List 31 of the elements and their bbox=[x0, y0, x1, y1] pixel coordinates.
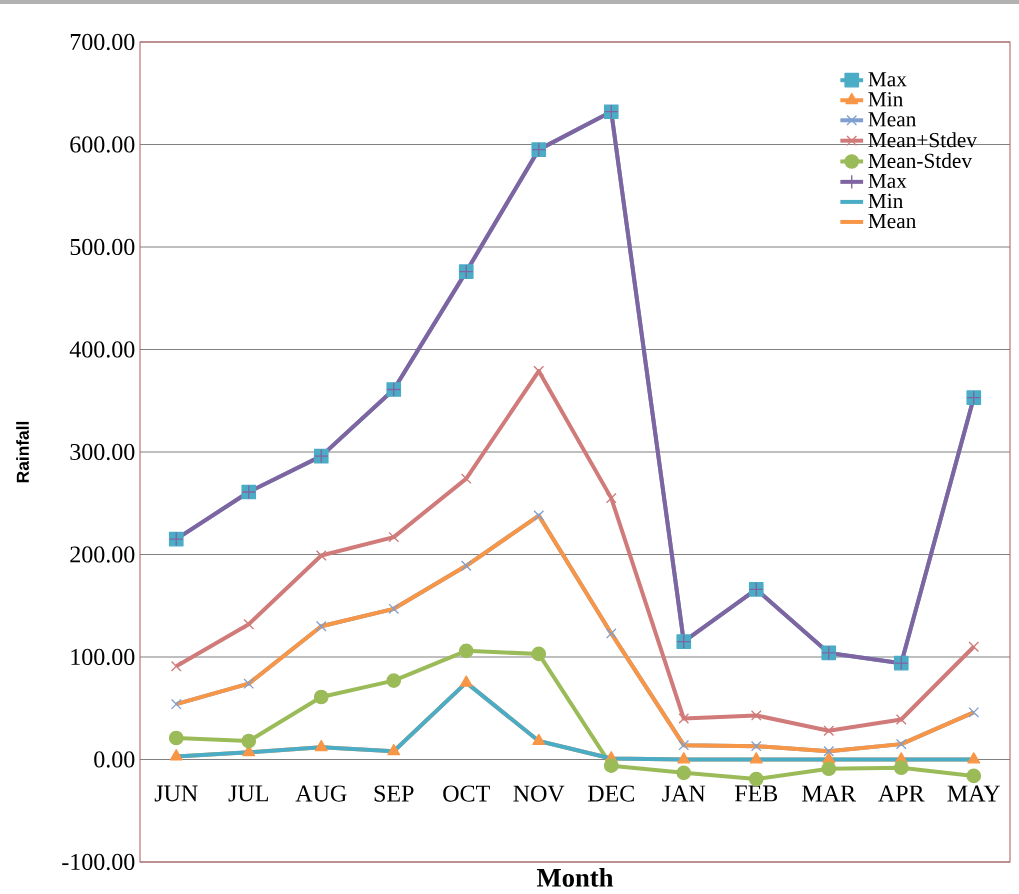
x-tick-label: JAN bbox=[662, 785, 706, 802]
x-tick-label: MAR bbox=[802, 785, 857, 802]
y-tick-label: 500.00 bbox=[70, 238, 135, 256]
legend-label: Mean bbox=[868, 213, 917, 229]
x-tick-label: SEP bbox=[374, 785, 414, 802]
y-tick-label: 0.00 bbox=[94, 751, 135, 768]
x-tick-label: FEB bbox=[734, 785, 778, 802]
legend-label: Max bbox=[868, 173, 907, 189]
y-axis-title: Rainfall bbox=[16, 421, 29, 483]
legend-label: Max bbox=[868, 72, 907, 87]
legend-label: Min bbox=[868, 193, 904, 208]
y-tick-label: 100.00 bbox=[71, 648, 135, 666]
legend-label: Mean-Stdev bbox=[868, 153, 973, 169]
y-tick-label: 300.00 bbox=[70, 443, 135, 461]
y-tick-label: -100.00 bbox=[62, 853, 135, 871]
x-tick-label: OCT bbox=[443, 785, 490, 802]
legend-label: Mean+Stdev bbox=[868, 132, 977, 148]
x-axis-title: Month bbox=[536, 868, 614, 887]
y-tick-label: 200.00 bbox=[70, 546, 135, 563]
x-tick-label: NOV bbox=[513, 785, 565, 802]
x-tick-label: DEC bbox=[587, 785, 634, 802]
y-tick-label: 700.00 bbox=[70, 33, 135, 51]
x-tick-label: APR bbox=[878, 785, 925, 802]
y-tick-label: 400.00 bbox=[69, 341, 135, 358]
legend-label: Min bbox=[868, 92, 904, 107]
x-tick-label: AUG bbox=[295, 785, 347, 802]
x-tick-label: MAY bbox=[947, 785, 1001, 802]
y-tick-label: 600.00 bbox=[70, 136, 135, 153]
x-tick-label: JUL bbox=[228, 785, 268, 802]
x-tick-label: JUN bbox=[154, 785, 198, 802]
legend-label: Mean bbox=[868, 112, 917, 127]
